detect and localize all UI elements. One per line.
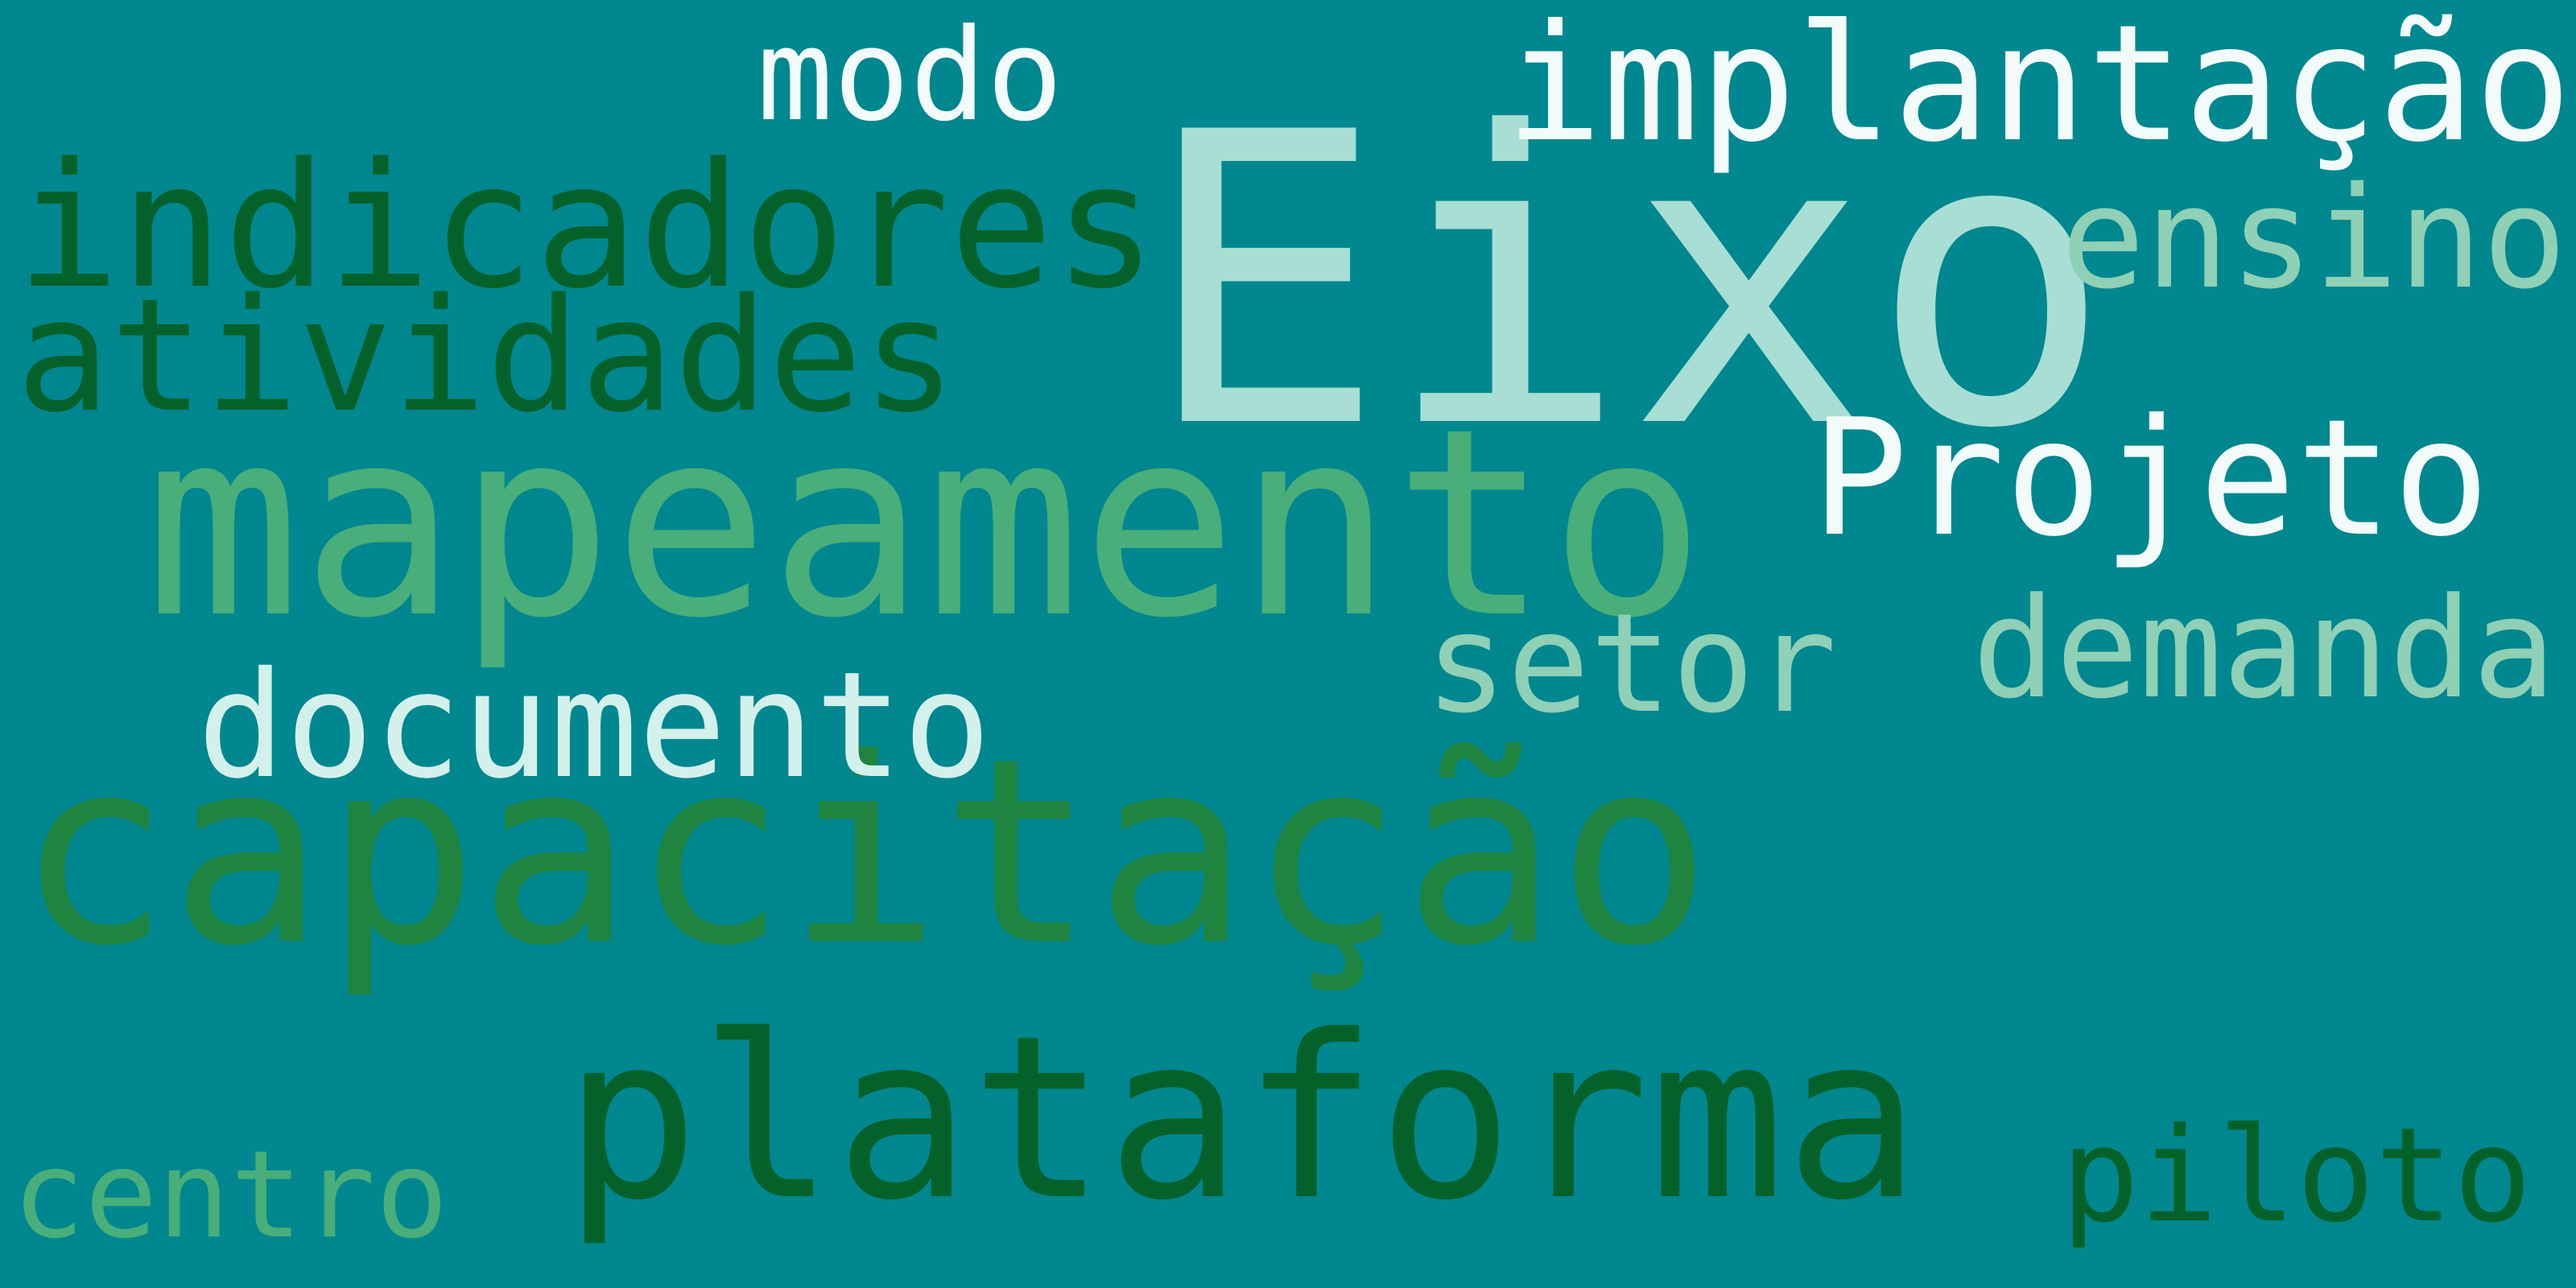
word-implantacao: implantação	[1505, 0, 2572, 178]
word-projeto: Projeto	[1811, 385, 2490, 572]
word-indicadores: indicadores	[16, 126, 1158, 327]
word-centro: centro	[12, 1125, 448, 1265]
word-atividades: atividades	[16, 265, 956, 447]
word-capacitacao: capacitação	[16, 704, 1711, 1001]
word-setor: setor	[1425, 584, 1837, 744]
word-demanda: demanda	[1972, 568, 2556, 729]
word-ensino: ensino	[2061, 157, 2567, 320]
word-piloto: piloto	[2061, 1100, 2533, 1252]
word-eixo: Eixo	[1143, 47, 2113, 516]
word-modo: modo	[757, 2, 1063, 150]
word-mapeamento: mapeamento	[145, 373, 1706, 675]
word-plataforma: plataforma	[564, 988, 1921, 1250]
word-documento: documento	[197, 640, 992, 811]
